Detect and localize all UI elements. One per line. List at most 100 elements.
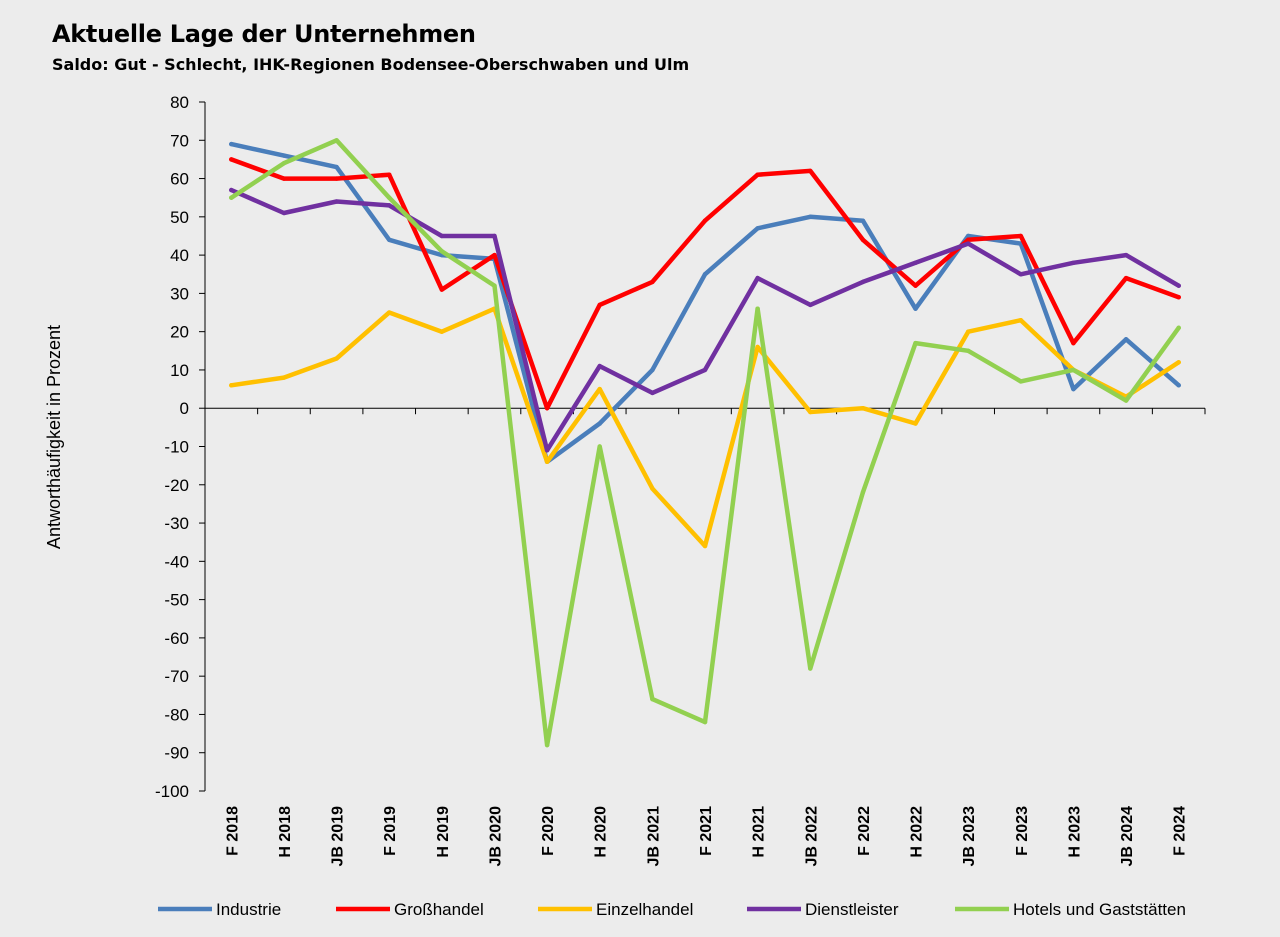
data-point bbox=[965, 237, 971, 242]
data-point bbox=[702, 719, 708, 725]
data-point bbox=[650, 486, 655, 491]
data-point bbox=[808, 168, 813, 174]
data-point bbox=[1071, 386, 1076, 392]
data-point bbox=[334, 356, 339, 361]
chart-subtitle: Saldo: Gut - Schlecht, IHK-Regionen Bode… bbox=[52, 55, 690, 74]
data-point bbox=[650, 279, 655, 285]
y-tick-label: -90 bbox=[164, 744, 189, 763]
data-point bbox=[965, 348, 971, 354]
data-point bbox=[913, 260, 918, 265]
series-industrie bbox=[229, 141, 1181, 465]
x-axis: F 2018 H 2018 JB 2019 F 2019 H 2019 JB 2020 F … bbox=[204, 407, 1206, 867]
x-tick-label: F 2024 bbox=[1172, 806, 1189, 856]
data-point bbox=[755, 172, 760, 177]
data-point bbox=[965, 233, 971, 239]
data-point bbox=[544, 406, 550, 411]
data-point bbox=[597, 444, 602, 449]
legend-item: Industrie bbox=[158, 900, 281, 919]
data-point bbox=[1123, 275, 1129, 281]
data-point bbox=[1018, 233, 1023, 239]
data-point bbox=[860, 490, 866, 495]
data-point bbox=[702, 543, 708, 549]
y-tick-label: -30 bbox=[164, 514, 189, 533]
data-point bbox=[439, 287, 445, 292]
y-tick-label: 40 bbox=[170, 246, 189, 265]
x-tick-label: JB 2023 bbox=[961, 806, 978, 867]
y-tick-label: 0 bbox=[180, 399, 189, 418]
data-point bbox=[544, 459, 550, 465]
series-line bbox=[229, 141, 1181, 465]
data-point bbox=[1176, 383, 1181, 388]
data-point bbox=[492, 252, 497, 258]
data-point bbox=[281, 161, 287, 166]
x-tick-label: H 2022 bbox=[909, 806, 926, 858]
data-point bbox=[650, 696, 655, 702]
data-point bbox=[334, 199, 339, 204]
data-point bbox=[597, 363, 602, 369]
x-tick-label: H 2019 bbox=[435, 806, 452, 858]
data-point bbox=[860, 279, 866, 285]
data-point bbox=[755, 344, 760, 350]
data-point bbox=[860, 237, 866, 242]
data-point bbox=[913, 421, 918, 426]
x-tick-label: JB 2022 bbox=[803, 806, 820, 867]
y-tick-label: 20 bbox=[170, 323, 189, 342]
data-point bbox=[334, 164, 339, 170]
data-point bbox=[755, 226, 760, 231]
data-point bbox=[650, 367, 655, 373]
legend-item: Dienstleister bbox=[747, 900, 899, 919]
data-point bbox=[544, 742, 550, 748]
legend-item: Einzelhandel bbox=[538, 900, 693, 919]
data-point bbox=[281, 176, 287, 181]
y-tick-label: -20 bbox=[164, 476, 189, 495]
data-point bbox=[387, 237, 392, 242]
data-point bbox=[597, 421, 602, 426]
data-point bbox=[1176, 283, 1181, 288]
data-point bbox=[544, 448, 550, 453]
data-point bbox=[597, 302, 602, 308]
legend-item: Hotels und Gaststätten bbox=[955, 900, 1186, 919]
x-tick-label: F 2019 bbox=[382, 806, 399, 856]
legend-label: Dienstleister bbox=[805, 900, 899, 919]
data-point bbox=[755, 275, 760, 281]
series-line bbox=[229, 187, 1181, 453]
data-point bbox=[1071, 367, 1076, 373]
y-tick-label: 60 bbox=[170, 170, 189, 189]
data-point bbox=[965, 241, 971, 246]
legend-label: Industrie bbox=[216, 900, 281, 919]
legend-label: Großhandel bbox=[394, 900, 484, 919]
legend-item: Großhandel bbox=[336, 900, 484, 919]
data-point bbox=[1176, 295, 1181, 300]
x-tick-label: H 2020 bbox=[593, 806, 610, 858]
data-point bbox=[229, 383, 234, 388]
x-tick-label: F 2021 bbox=[698, 806, 715, 856]
data-point bbox=[965, 329, 971, 334]
data-point bbox=[808, 666, 813, 671]
data-point bbox=[281, 210, 287, 216]
data-point bbox=[808, 214, 813, 220]
data-point bbox=[439, 233, 445, 239]
y-tick-label: -70 bbox=[164, 667, 189, 686]
y-tick-label: 10 bbox=[170, 361, 189, 380]
x-tick-label: F 2020 bbox=[540, 806, 557, 856]
data-point bbox=[702, 367, 708, 373]
y-tick-label: -100 bbox=[155, 782, 189, 801]
x-tick-label: JB 2020 bbox=[487, 806, 504, 867]
data-point bbox=[1123, 337, 1129, 342]
x-tick-label: JB 2024 bbox=[1119, 806, 1136, 867]
legend-label: Hotels und Gaststätten bbox=[1013, 900, 1186, 919]
data-point bbox=[755, 306, 760, 311]
series-line bbox=[229, 138, 1181, 748]
data-point bbox=[334, 176, 339, 181]
y-tick-label: 80 bbox=[170, 93, 189, 112]
data-point bbox=[229, 157, 234, 162]
x-tick-label: H 2021 bbox=[751, 806, 768, 858]
data-point bbox=[1018, 317, 1023, 323]
y-axis-label: Antworthäufigkeit in Prozent bbox=[44, 325, 64, 549]
data-point bbox=[492, 283, 497, 288]
y-axis: -100-90-80-70-60-50-40-30-20-10010203040… bbox=[155, 93, 206, 801]
data-point bbox=[492, 233, 497, 239]
data-point bbox=[387, 203, 392, 208]
data-point bbox=[702, 272, 708, 277]
